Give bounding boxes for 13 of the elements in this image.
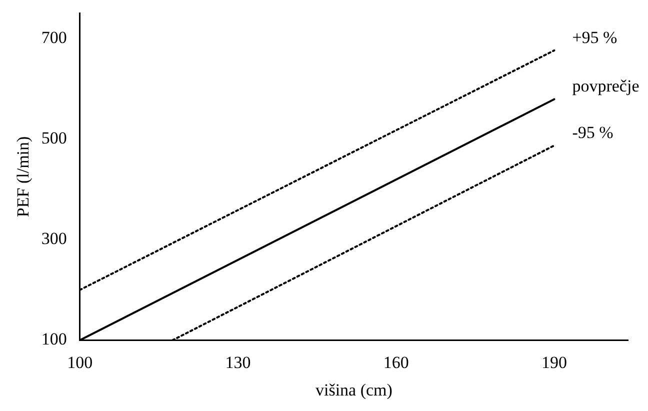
x-tick-label: 160 (383, 352, 409, 372)
y-tick-label: 500 (41, 128, 67, 148)
x-tick-label: 100 (67, 352, 93, 372)
y-tick-label: 300 (41, 229, 67, 248)
x-tick-label: 130 (225, 352, 251, 372)
x-tick-label: 190 (541, 352, 567, 372)
y-tick-label: 700 (41, 28, 67, 47)
series-label: -95 % (572, 122, 614, 142)
series-label: +95 % (572, 28, 618, 47)
y-tick-label: 100 (41, 330, 67, 349)
x-axis-title: višina (cm) (315, 380, 392, 400)
series-label: povprečje (572, 76, 640, 96)
y-axis-title: PEF (l/min) (14, 136, 33, 218)
